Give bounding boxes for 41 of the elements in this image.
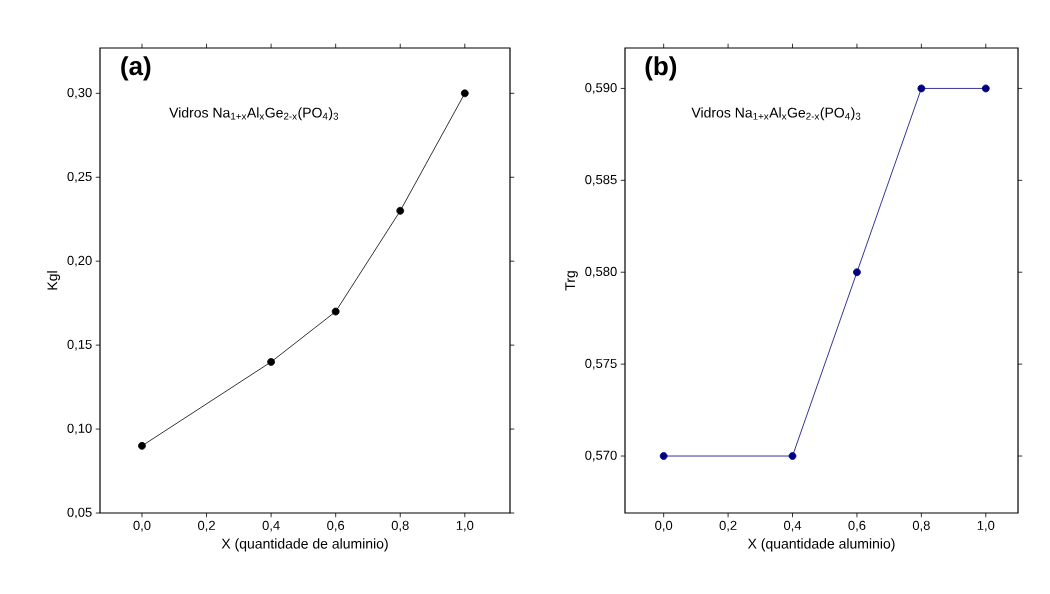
y-axis-title: Kgl xyxy=(47,271,61,290)
y-tick-label: 0,10 xyxy=(67,423,92,435)
y-tick-label: 0,05 xyxy=(67,507,92,519)
x-axis-title: X (quantidade aluminio) xyxy=(747,538,895,552)
y-tick-label: 0,585 xyxy=(585,174,617,186)
y-tick-label: 0,15 xyxy=(67,339,92,351)
y-tick-label: 0,580 xyxy=(585,266,617,278)
y-tick-label: 0,575 xyxy=(585,358,617,370)
x-tick-label: 0,6 xyxy=(327,520,345,532)
text: Vidros Na$_{1+x}$Al$_{x}$Ge$_{2-x}$(PO$_{4}$)$_{3}$ xyxy=(691,107,861,121)
annotation: (a) xyxy=(121,56,151,81)
text: Vidros Na$_{1+x}$Al$_{x}$Ge$_{2-x}$(PO$_{4}$)$_{3}$ xyxy=(169,107,339,121)
point xyxy=(788,452,797,460)
y-tick-label: 0,25 xyxy=(67,171,92,183)
y-tick-label: 0,570 xyxy=(585,450,617,462)
point xyxy=(267,358,275,366)
x-tick-label: 0,2 xyxy=(198,520,215,532)
x-tick-label: 0,0 xyxy=(655,520,673,532)
point xyxy=(331,307,340,316)
x-tick-label: 0,4 xyxy=(784,520,802,532)
point xyxy=(138,441,146,450)
point xyxy=(981,84,990,93)
x-tick-label: 0,2 xyxy=(719,520,737,532)
x-tick-label: 0,0 xyxy=(133,520,151,532)
y-tick-label: 0,590 xyxy=(585,83,617,94)
point xyxy=(396,206,405,215)
y-tick-label: 0,20 xyxy=(67,255,92,267)
x-tick-label: 0,4 xyxy=(262,520,280,532)
point xyxy=(917,84,926,93)
point xyxy=(460,89,469,98)
point xyxy=(659,452,668,460)
x-tick-label: 0,6 xyxy=(848,520,866,532)
x-tick-label: 0,8 xyxy=(391,520,409,532)
x-tick-label: 1,0 xyxy=(977,520,995,532)
x-tick-label: 0,8 xyxy=(912,520,930,532)
x-tick-label: 1,0 xyxy=(456,520,474,532)
point xyxy=(853,268,861,277)
x-axis-title: X (quantidade de aluminio) xyxy=(221,538,388,552)
y-tick-label: 0,30 xyxy=(67,87,92,99)
y-axis-title: Trg xyxy=(565,271,578,291)
annotation: (b) xyxy=(645,56,677,81)
